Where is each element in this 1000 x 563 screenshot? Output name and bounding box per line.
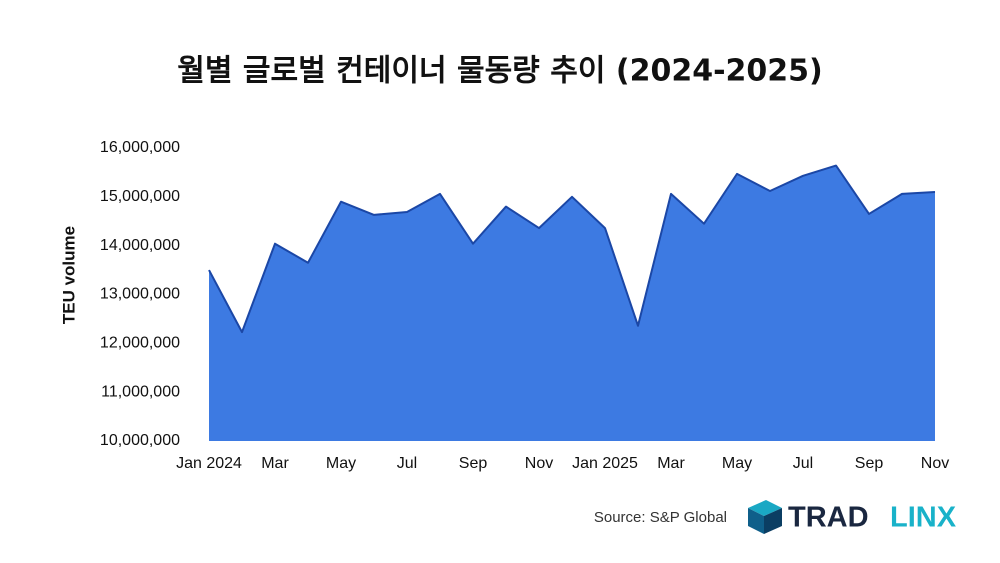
y-tick-label: 12,000,000 [100,335,180,352]
x-tick-label: Jul [397,455,417,472]
y-axis-label: TEU volume [59,226,78,324]
x-tick-label: Mar [261,455,289,472]
line [208,164,936,334]
plot: 10,000,000 11,000,000 12,000,000 13,000,000… [100,139,936,449]
y-tick-label: 10,000,000 [100,432,180,449]
x-tick-label: Nov [525,455,553,472]
chart-title: 월별 글로벌 컨테이너 물동량 추이 (2024-2025) [177,54,823,89]
x-tick-label: Jul [793,455,813,472]
y-tick-label: 11,000,000 [101,383,180,400]
x-tick-label: Mar [657,455,685,472]
y-tick-label: 15,000,000 [100,188,180,205]
x-tick-label: Sep [855,455,884,472]
source: Source: S&P Global [594,509,727,526]
x-tick-label: May [722,455,752,472]
brand-part: TRAD [788,502,869,534]
x-tick-label: May [326,455,356,472]
x-axis: Jan 2024 Mar May Jul Sep Nov Jan 2025 Mar May Jul… [176,455,949,472]
brand-part: LINX [890,502,957,534]
x-tick-label: Sep [459,455,488,472]
logo-icon [748,500,782,534]
y-tick-label: 14,000,000 [100,237,180,254]
y-tick-label: 13,000,000 [100,286,180,303]
x-tick-label: Jan 2024 [176,455,242,472]
y-tick-label: 16,000,000 [100,139,180,156]
area [209,165,935,441]
x-tick-label: Jan 2025 [572,455,638,472]
x-tick-label: Nov [921,455,949,472]
